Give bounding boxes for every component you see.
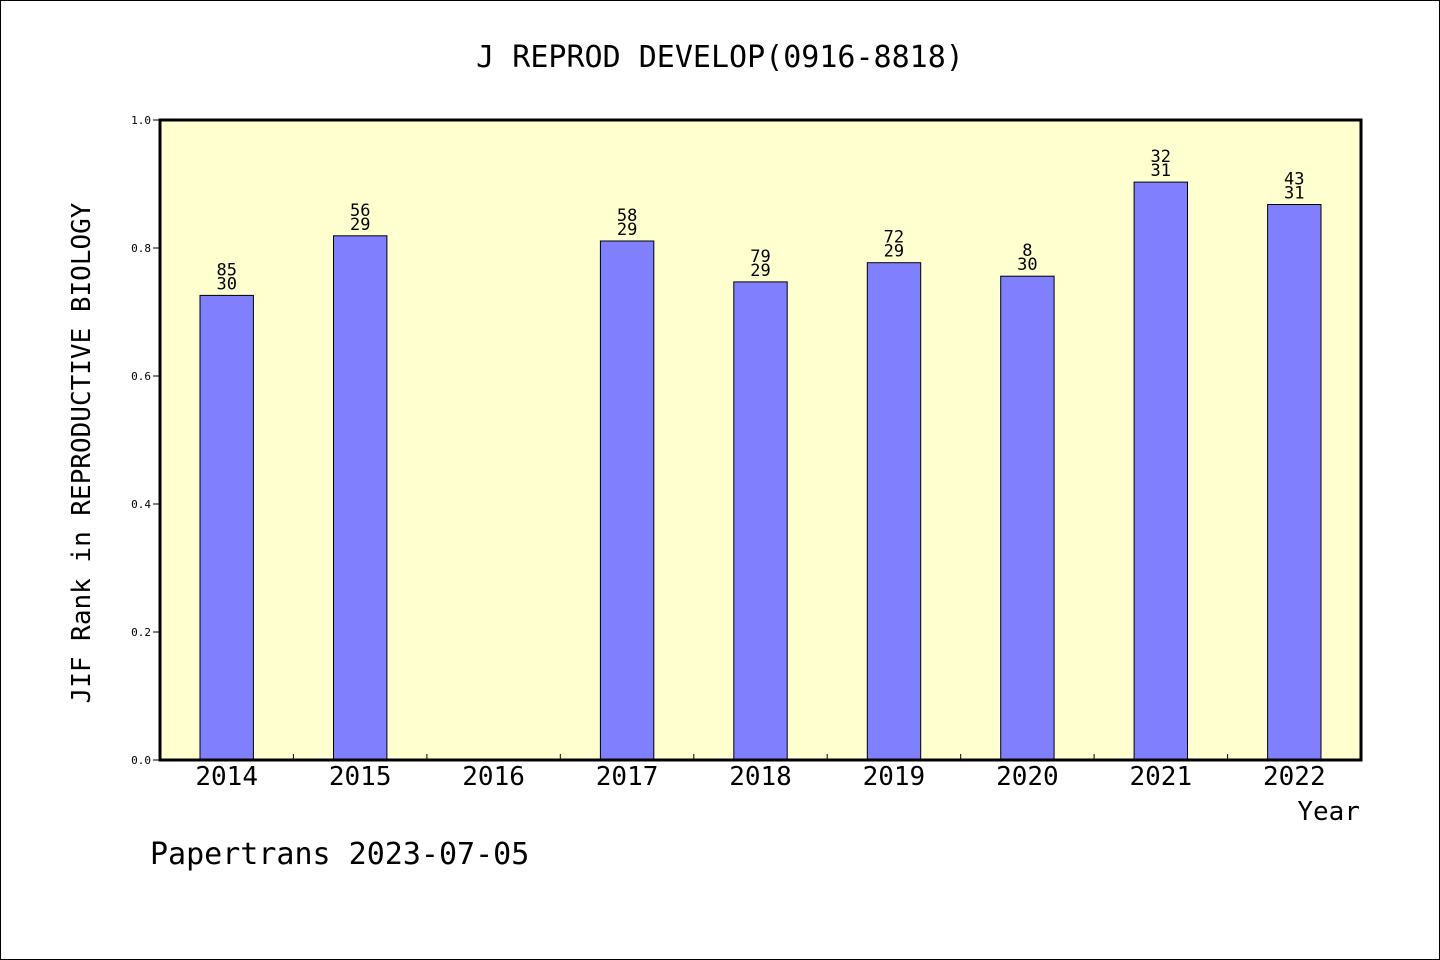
y-tick-label: 0.8 bbox=[131, 242, 151, 255]
bar-label-bottom-2018: 29 bbox=[750, 261, 770, 281]
bar-label-top-2018: 79 bbox=[750, 247, 770, 267]
chart-title: J REPROD DEVELOP(0916-8818) bbox=[476, 40, 964, 75]
y-tick-label: 1.0 bbox=[131, 114, 151, 127]
bar-label-bottom-2021: 31 bbox=[1151, 161, 1171, 181]
bar-2015 bbox=[333, 235, 388, 761]
x-tick-label-2016: 2016 bbox=[462, 762, 525, 792]
x-axis: 2014 2015 2016 2017 2018 2019 2020 2021 2022 bbox=[195, 754, 1326, 792]
bar-label-bottom-2017: 29 bbox=[617, 220, 637, 240]
bar-label-top-2019: 72 bbox=[884, 228, 904, 248]
bar-2021 bbox=[1133, 181, 1188, 761]
bar-2022 bbox=[1267, 204, 1322, 761]
x-tick-label-2020: 2020 bbox=[996, 762, 1059, 792]
y-tick-label: 0.4 bbox=[131, 498, 151, 511]
x-tick-label-2017: 2017 bbox=[596, 762, 659, 792]
bar-label-bottom-2022: 31 bbox=[1284, 184, 1304, 204]
x-tick-label-2015: 2015 bbox=[329, 762, 392, 792]
y-axis-label: JIF Rank in REPRODUCTIVE BIOLOGY bbox=[67, 202, 97, 703]
bar-label-top-2014: 85 bbox=[216, 260, 236, 280]
bar-label-bottom-2019: 29 bbox=[884, 242, 904, 262]
bar-2018 bbox=[733, 281, 788, 761]
x-tick-label-2018: 2018 bbox=[729, 762, 792, 792]
y-tick-label: 0.6 bbox=[131, 370, 151, 383]
bar-label-bottom-2020: 30 bbox=[1017, 255, 1037, 275]
y-tick-label: 0.2 bbox=[131, 626, 151, 639]
x-tick-label-2021: 2021 bbox=[1129, 762, 1192, 792]
y-axis: 0.0 0.2 0.4 0.6 0.8 1.0 bbox=[131, 114, 160, 767]
x-axis-label: Year bbox=[1297, 797, 1360, 827]
bar-label-bottom-2015: 29 bbox=[350, 215, 370, 235]
plot-border bbox=[158, 118, 1363, 762]
x-tick-label-2019: 2019 bbox=[863, 762, 926, 792]
bar-label-top-2021: 32 bbox=[1151, 147, 1171, 167]
bar-label-top-2017: 58 bbox=[617, 206, 637, 226]
bar-label-top-2015: 56 bbox=[350, 201, 370, 221]
bar-label-top-2020: 8 bbox=[1022, 241, 1032, 261]
x-tick-label-2022: 2022 bbox=[1263, 762, 1326, 792]
bar-2017 bbox=[599, 240, 655, 761]
bar-label-top-2022: 43 bbox=[1284, 170, 1304, 190]
bars-group bbox=[199, 181, 1322, 761]
y-tick-label: 0.0 bbox=[131, 754, 151, 767]
x-tick-label-2014: 2014 bbox=[195, 762, 258, 792]
bar-2020 bbox=[1000, 275, 1055, 761]
footer-credit: Papertrans 2023-07-05 bbox=[150, 837, 529, 872]
bar-label-bottom-2014: 30 bbox=[216, 274, 236, 294]
bar-2019 bbox=[866, 262, 922, 761]
bar-2014 bbox=[199, 294, 254, 761]
